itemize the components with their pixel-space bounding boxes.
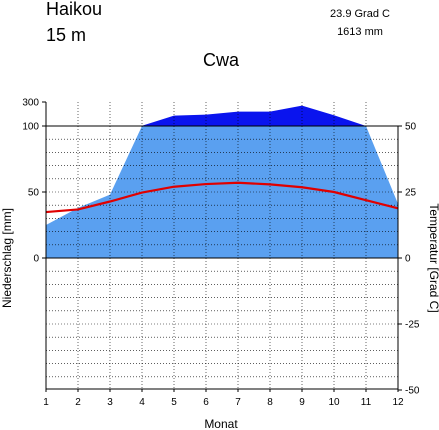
x-tick-label: 10	[328, 397, 340, 408]
x-tick-label: 12	[392, 397, 404, 408]
left-tick-label: 50	[28, 188, 40, 199]
left-axis-label: Niederschlag [mm]	[0, 208, 14, 308]
station-elevation: 15 m	[46, 25, 86, 45]
x-tick-label: 3	[107, 397, 113, 408]
x-tick-label: 4	[139, 397, 145, 408]
x-tick-label: 8	[267, 397, 273, 408]
precipitation-excess-area	[46, 105, 398, 126]
right-tick-label: 50	[405, 122, 417, 133]
x-tick-label: 11	[361, 397, 372, 408]
right-tick-label: 25	[405, 188, 417, 199]
annual-temperature: 23.9 Grad C	[330, 8, 390, 20]
x-tick-label: 2	[75, 397, 81, 408]
x-axis-label: Monat	[204, 417, 238, 430]
x-tick-label: 7	[235, 397, 241, 408]
precipitation-layer	[46, 105, 398, 258]
annual-precipitation: 1613 mm	[337, 26, 383, 38]
left-tick-label: 100	[22, 122, 39, 133]
temperature-layer	[45, 181, 399, 214]
right-tick-label: -50	[405, 386, 420, 397]
temperature-line	[45, 181, 399, 214]
climate-class: Cwa	[203, 50, 240, 70]
precipitation-area	[46, 126, 398, 258]
right-tick-label: 0	[405, 254, 411, 265]
left-tick-label: 0	[33, 254, 39, 265]
right-tick-label: -25	[405, 320, 420, 331]
station-name: Haikou	[46, 0, 102, 19]
x-tick-label: 6	[203, 397, 209, 408]
right-axis-label: Temperatur [Grad C]	[427, 203, 439, 312]
left-tick-label: 300	[22, 98, 39, 109]
x-tick-label: 5	[171, 397, 177, 408]
x-tick-label: 1	[43, 397, 49, 408]
x-tick-label: 9	[299, 397, 305, 408]
